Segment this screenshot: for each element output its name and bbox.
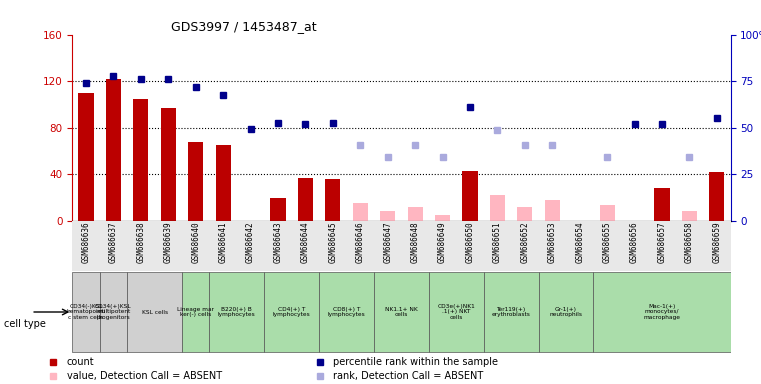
Bar <box>325 179 340 221</box>
Bar <box>319 221 346 271</box>
Bar <box>100 221 127 271</box>
Text: GSM686653: GSM686653 <box>548 222 557 263</box>
Bar <box>484 272 539 352</box>
Bar <box>566 221 594 271</box>
Bar <box>435 215 450 221</box>
Bar <box>161 108 176 221</box>
Text: GSM686649: GSM686649 <box>438 222 447 263</box>
Bar <box>237 221 264 271</box>
Bar <box>182 272 209 352</box>
Text: percentile rank within the sample: percentile rank within the sample <box>333 357 498 367</box>
Bar <box>654 188 670 221</box>
Bar <box>402 221 429 271</box>
Bar <box>264 221 291 271</box>
Bar <box>457 221 484 271</box>
Bar <box>78 93 94 221</box>
Bar <box>682 212 697 221</box>
Bar <box>209 272 264 352</box>
Bar <box>215 145 231 221</box>
Bar <box>127 272 182 352</box>
Bar <box>703 221 731 271</box>
Bar <box>264 272 319 352</box>
Bar <box>709 172 724 221</box>
Text: GSM686645: GSM686645 <box>328 222 337 263</box>
Text: CD34(-)KSL
hematopoieti
c stem cells: CD34(-)KSL hematopoieti c stem cells <box>66 304 106 320</box>
Bar <box>463 171 478 221</box>
Text: GSM686658: GSM686658 <box>685 222 694 263</box>
Bar <box>133 99 148 221</box>
Bar <box>545 200 560 221</box>
Bar <box>600 205 615 221</box>
Bar <box>100 272 127 352</box>
Bar <box>380 212 395 221</box>
Bar <box>127 221 154 271</box>
Text: Gr-1(+)
neutrophils: Gr-1(+) neutrophils <box>549 306 582 318</box>
Bar <box>490 195 505 221</box>
Text: value, Detection Call = ABSENT: value, Detection Call = ABSENT <box>67 371 222 381</box>
Text: GSM686648: GSM686648 <box>411 222 419 263</box>
Text: Mac-1(+)
monocytes/
macrophage: Mac-1(+) monocytes/ macrophage <box>644 304 680 320</box>
Text: GSM686640: GSM686640 <box>191 222 200 263</box>
Bar <box>154 221 182 271</box>
Bar <box>429 221 457 271</box>
Bar <box>539 272 594 352</box>
Text: CD3e(+)NK1
.1(+) NKT
cells: CD3e(+)NK1 .1(+) NKT cells <box>438 304 475 320</box>
Bar <box>346 221 374 271</box>
Bar <box>188 142 203 221</box>
Text: GSM686650: GSM686650 <box>466 222 475 263</box>
Text: count: count <box>67 357 94 367</box>
Text: GSM686656: GSM686656 <box>630 222 639 263</box>
Text: GSM686637: GSM686637 <box>109 222 118 263</box>
Bar <box>594 272 731 352</box>
Text: GSM686639: GSM686639 <box>164 222 173 263</box>
Text: CD34(+)KSL
multipotent
progenitors: CD34(+)KSL multipotent progenitors <box>95 304 132 320</box>
Bar <box>298 178 313 221</box>
Bar <box>621 221 648 271</box>
Text: rank, Detection Call = ABSENT: rank, Detection Call = ABSENT <box>333 371 483 381</box>
Text: GSM686641: GSM686641 <box>218 222 228 263</box>
Text: B220(+) B
lymphocytes: B220(+) B lymphocytes <box>218 306 256 318</box>
Text: GSM686642: GSM686642 <box>246 222 255 263</box>
Text: CD4(+) T
lymphocytes: CD4(+) T lymphocytes <box>273 306 310 318</box>
Text: KSL cells: KSL cells <box>142 310 167 314</box>
Text: GSM686646: GSM686646 <box>356 222 365 263</box>
Text: GSM686654: GSM686654 <box>575 222 584 263</box>
Bar <box>270 197 285 221</box>
Bar <box>484 221 511 271</box>
Bar <box>374 221 402 271</box>
Text: GSM686655: GSM686655 <box>603 222 612 263</box>
Text: GSM686651: GSM686651 <box>493 222 502 263</box>
Bar <box>429 272 484 352</box>
Text: Ter119(+)
erythroblasts: Ter119(+) erythroblasts <box>492 306 530 318</box>
Text: GSM686638: GSM686638 <box>136 222 145 263</box>
Bar <box>511 221 539 271</box>
Bar <box>353 204 368 221</box>
Text: NK1.1+ NK
cells: NK1.1+ NK cells <box>385 306 418 318</box>
Text: CD8(+) T
lymphocytes: CD8(+) T lymphocytes <box>328 306 365 318</box>
Text: GSM686659: GSM686659 <box>712 222 721 263</box>
Text: GSM686657: GSM686657 <box>658 222 667 263</box>
Bar <box>594 221 621 271</box>
Bar <box>374 272 429 352</box>
Bar <box>291 221 319 271</box>
Text: cell type: cell type <box>4 319 46 329</box>
Bar <box>319 272 374 352</box>
Text: GSM686644: GSM686644 <box>301 222 310 263</box>
Bar <box>539 221 566 271</box>
Bar <box>72 221 100 271</box>
Bar <box>408 207 422 221</box>
Bar <box>676 221 703 271</box>
Bar <box>106 79 121 221</box>
Bar <box>209 221 237 271</box>
Bar <box>517 207 533 221</box>
Text: GSM686636: GSM686636 <box>81 222 91 263</box>
Text: Lineage mar
ker(-) cells: Lineage mar ker(-) cells <box>177 306 214 318</box>
Text: GSM686647: GSM686647 <box>384 222 392 263</box>
Text: GSM686643: GSM686643 <box>273 222 282 263</box>
Bar <box>72 272 100 352</box>
Text: GSM686652: GSM686652 <box>521 222 530 263</box>
Bar <box>182 221 209 271</box>
Text: GDS3997 / 1453487_at: GDS3997 / 1453487_at <box>171 20 317 33</box>
Bar <box>648 221 676 271</box>
